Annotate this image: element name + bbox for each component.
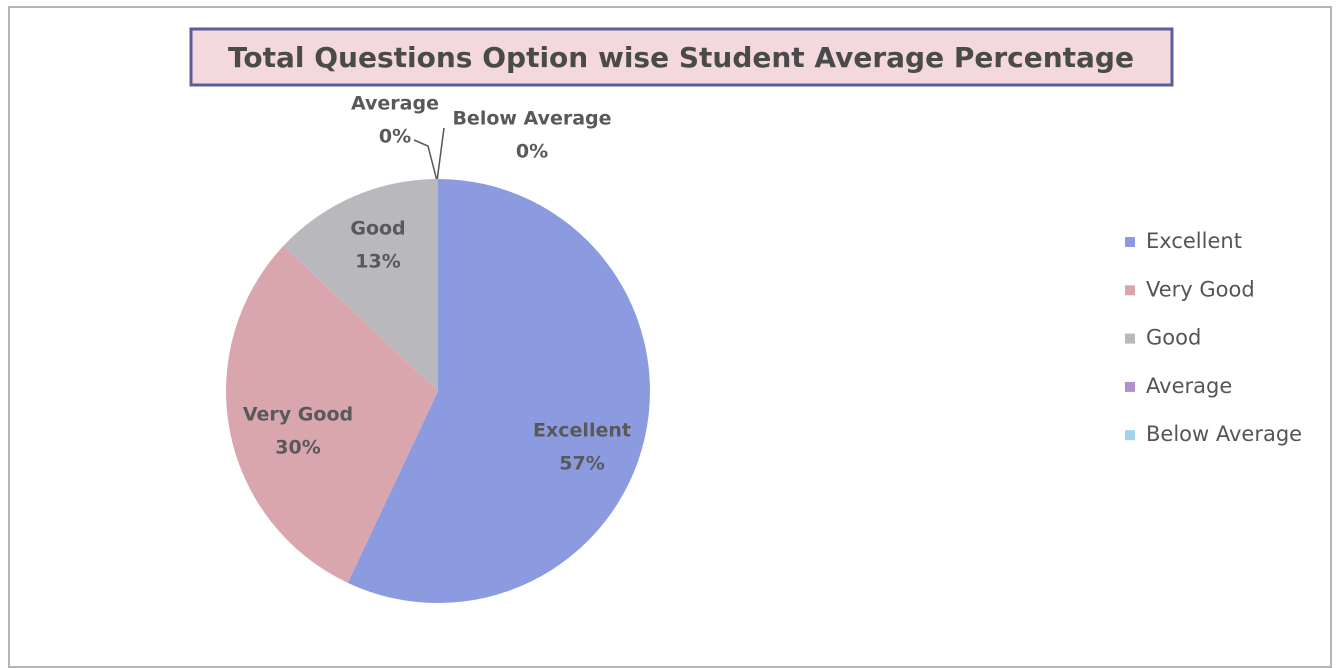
data-label-name: Excellent [533, 420, 631, 442]
data-label-name: Average [351, 93, 439, 115]
data-label-name: Good [350, 218, 405, 240]
title-box [189, 27, 1174, 87]
legend-label: Average [1146, 374, 1232, 398]
data-label-name: Very Good [243, 404, 353, 426]
legend-swatch [1125, 285, 1135, 296]
pie-slice [225, 245, 438, 583]
chart-title: Total Questions Option wise Student Aver… [228, 41, 1134, 74]
legend-label: Excellent [1146, 229, 1242, 253]
legend-swatch [1125, 333, 1135, 344]
legend-label: Good [1146, 326, 1201, 350]
legend-label: Below Average [1146, 422, 1302, 446]
data-label-value: 13% [355, 251, 400, 273]
data-label-value: 0% [379, 126, 411, 148]
legend-swatch [1125, 237, 1135, 247]
data-label-value: 57% [559, 453, 604, 475]
leader-line [413, 127, 445, 182]
legend-swatch [1125, 430, 1135, 441]
data-label-name: Below Average [452, 108, 611, 130]
data-label-value: 30% [275, 437, 320, 459]
data-label-value: 0% [516, 141, 548, 163]
legend-swatch [1125, 381, 1135, 392]
pie-slice [347, 179, 650, 603]
pie-slice [283, 179, 438, 391]
chart-frame [8, 6, 1332, 668]
legend-label: Very Good [1146, 277, 1255, 301]
